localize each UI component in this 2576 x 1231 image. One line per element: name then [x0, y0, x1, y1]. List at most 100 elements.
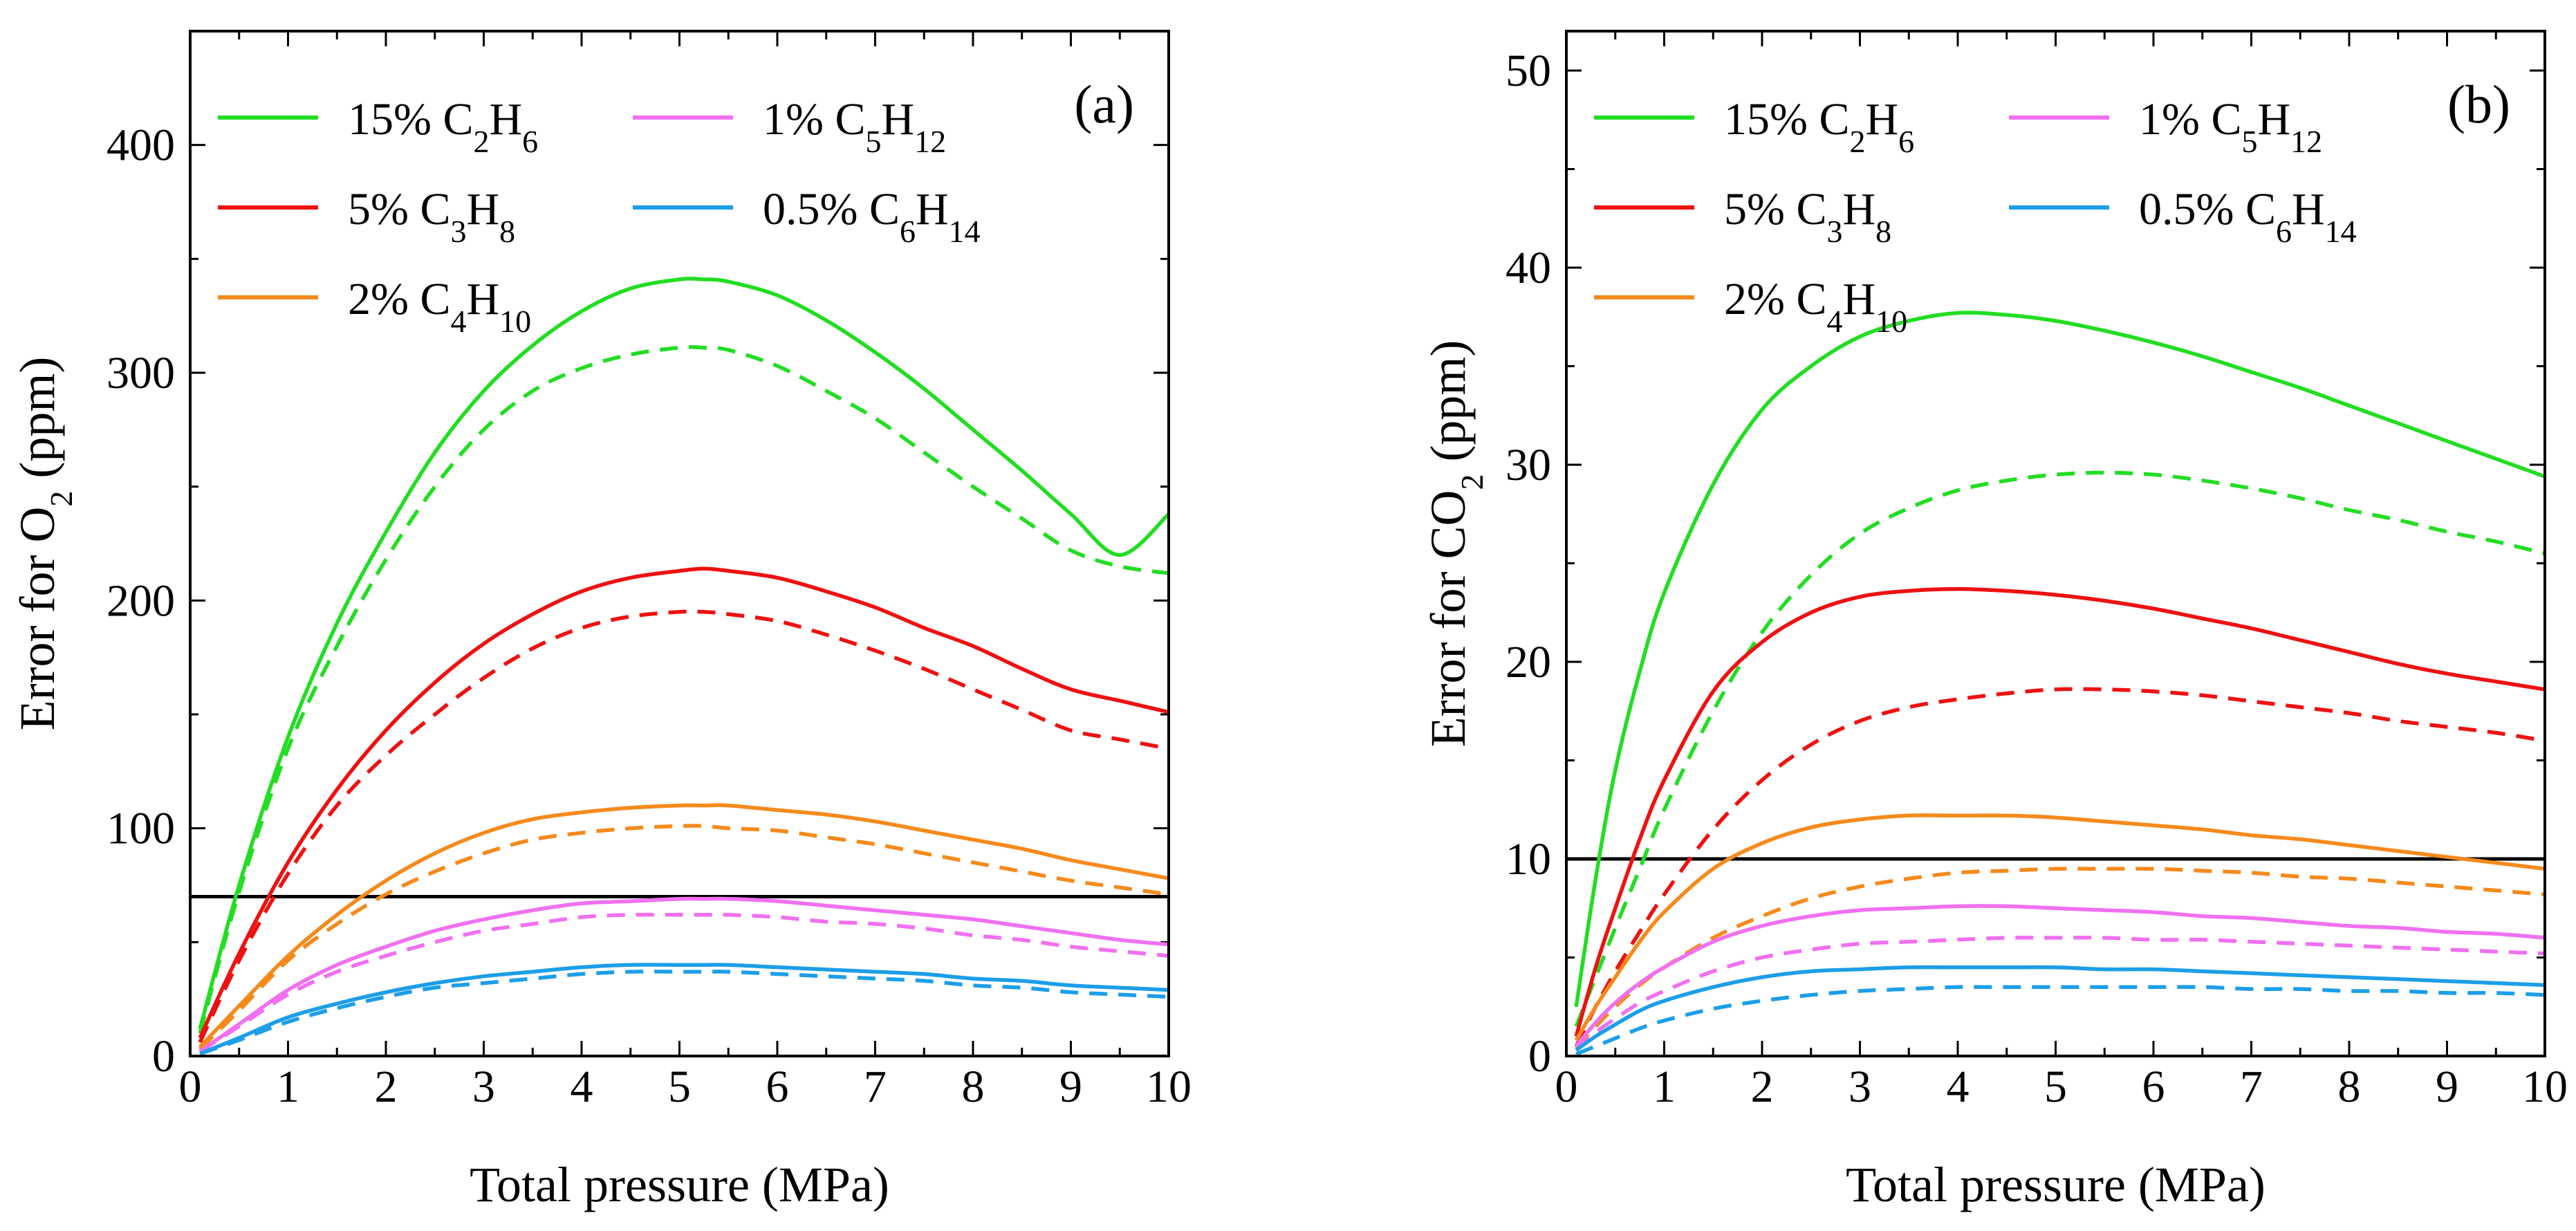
text-run: 15% C — [348, 94, 474, 145]
text-run: (ppm) — [10, 357, 65, 491]
plot-frame — [189, 30, 1170, 1057]
x-tick-label: 6 — [2142, 1062, 2165, 1112]
series-5-solid-line — [1575, 965, 2545, 1052]
series-3-dashed-line — [1575, 867, 2545, 1050]
x-axis: 0 1 2 3 4 5 6 7 8 9 10 — [179, 31, 1192, 1112]
legend-label: 2% C4H10 — [348, 274, 531, 339]
x-tick-label: 3 — [472, 1062, 495, 1112]
data-lines — [198, 277, 1169, 1056]
text-run: H — [1843, 274, 1876, 324]
data-lines — [1574, 311, 2545, 1056]
subscript: 3 — [451, 214, 467, 249]
x-tick-label: 5 — [2044, 1062, 2067, 1112]
y-axis: 0 10 20 30 40 50 — [1505, 46, 2545, 1082]
x-tick-label: 3 — [1848, 1062, 1871, 1112]
text-run: 2% C — [1724, 274, 1827, 324]
text-run: H — [490, 94, 523, 145]
x-tick-label: 0 — [179, 1062, 202, 1112]
series-3-solid-line — [198, 803, 1169, 1048]
x-tick-label: 8 — [2338, 1062, 2361, 1112]
x-axis: 0 1 2 3 4 5 6 7 8 9 10 — [1555, 31, 2568, 1112]
text-run: H — [2292, 184, 2325, 234]
y-tick-label: 50 — [1505, 46, 1551, 96]
series-1-dashed-line — [1574, 470, 2545, 1028]
x-tick-label: 9 — [2436, 1062, 2458, 1112]
x-tick-label: 1 — [1653, 1062, 1676, 1112]
x-tick-label: 10 — [2522, 1062, 2568, 1112]
x-tick-label: 7 — [864, 1062, 887, 1112]
subscript: 4 — [1827, 304, 1843, 339]
series-2-solid-line — [1574, 586, 2545, 1037]
y-axis: 0 100 200 300 400 — [106, 120, 1169, 1082]
subscript: 6 — [1898, 124, 1914, 159]
text-run: Error for O — [10, 507, 65, 731]
text-run: 1% C — [763, 94, 866, 145]
subscript: 2 — [44, 491, 79, 507]
text-run: H — [1843, 184, 1876, 234]
legend-label: 1% C5H12 — [763, 94, 946, 159]
subscript: 2 — [474, 124, 490, 159]
subscript: 12 — [914, 124, 946, 159]
subscript: 14 — [949, 214, 981, 249]
x-tick-label: 7 — [2240, 1062, 2263, 1112]
subscript: 6 — [900, 214, 916, 249]
subscript: 5 — [2242, 124, 2258, 159]
y-tick-label: 20 — [1505, 637, 1551, 687]
series-1-solid-line — [198, 277, 1169, 1030]
subscript: 14 — [2325, 214, 2357, 249]
text-run: H — [1866, 94, 1899, 145]
series-4-solid-line — [198, 896, 1169, 1053]
series-4-dashed-line — [1575, 936, 2545, 1052]
plot-frame — [1565, 30, 2546, 1057]
legend-label: 2% C4H10 — [1724, 274, 1907, 339]
y-tick-label: 400 — [106, 120, 175, 171]
y-tick-label: 0 — [1528, 1031, 1551, 1082]
subscript: 2 — [1454, 474, 1490, 490]
x-tick-label: 6 — [766, 1062, 789, 1112]
text-run: 5% C — [1724, 184, 1827, 234]
text-run: H — [467, 184, 500, 234]
series-4-solid-line — [1575, 904, 2545, 1048]
series-2-dashed-line — [1574, 687, 2545, 1048]
legend-label: 15% C2H6 — [348, 94, 538, 159]
series-4-dashed-line — [198, 912, 1169, 1053]
x-tick-label: 4 — [1947, 1062, 1970, 1112]
subscript: 2 — [1850, 124, 1866, 159]
x-axis-title: Total pressure (MPa) — [1846, 1157, 2265, 1212]
x-tick-label: 1 — [277, 1062, 299, 1112]
subscript: 10 — [1875, 304, 1907, 339]
text-run: 0.5% C — [763, 184, 900, 234]
subscript: 5 — [866, 124, 882, 159]
text-run: 0.5% C — [2139, 184, 2276, 234]
y-tick-label: 300 — [106, 348, 175, 398]
panel-label: (b) — [2447, 74, 2510, 134]
series-1-solid-line — [1574, 311, 2545, 1008]
y-tick-label: 30 — [1505, 440, 1551, 490]
y-tick-label: 200 — [106, 575, 175, 626]
text-run: 1% C — [2139, 94, 2242, 145]
subscript: 8 — [499, 214, 515, 249]
x-tick-label: 5 — [668, 1062, 691, 1112]
subscript: 8 — [1875, 214, 1891, 249]
legend-label: 15% C2H6 — [1724, 94, 1914, 159]
text-run: H — [2258, 94, 2291, 145]
text-run: Error for CO — [1420, 490, 1476, 748]
text-run: H — [882, 94, 915, 145]
y-axis-title: Error for CO2 (ppm) — [1420, 340, 1490, 748]
subscript: 6 — [2276, 214, 2292, 249]
x-tick-label: 4 — [571, 1062, 593, 1112]
text-run: 5% C — [348, 184, 451, 234]
subscript: 10 — [499, 304, 531, 339]
text-run: 2% C — [348, 274, 451, 324]
subscript: 4 — [451, 304, 467, 339]
chart-panel-b: 0 1 2 3 4 5 6 7 8 9 10 Total pressure (MPa) 0 10 20 30 4… — [1420, 30, 2568, 1212]
series-2-dashed-line — [198, 609, 1169, 1044]
series-3-solid-line — [1574, 813, 2545, 1042]
series-3-dashed-line — [198, 824, 1169, 1051]
y-tick-label: 40 — [1505, 243, 1551, 293]
y-tick-label: 100 — [106, 804, 175, 854]
x-tick-label: 9 — [1059, 1062, 1082, 1112]
legend-label: 0.5% C6H14 — [763, 184, 981, 249]
text-run: 15% C — [1724, 94, 1850, 145]
